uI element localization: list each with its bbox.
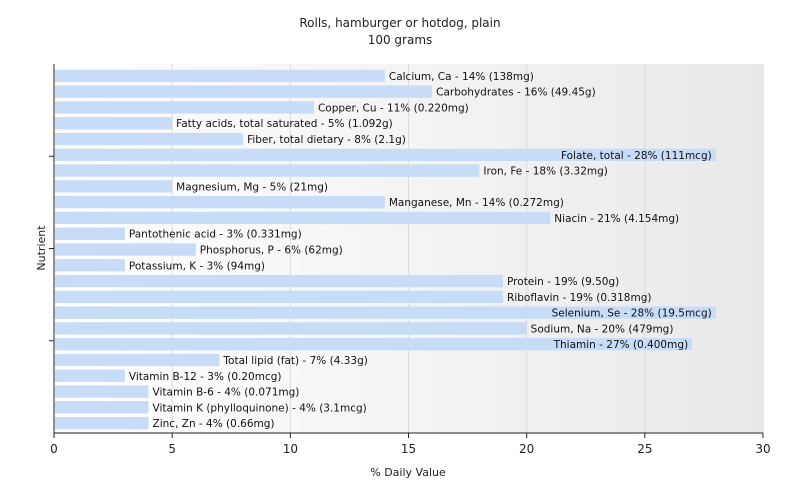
chart-subtitle: 100 grams: [368, 33, 433, 47]
bar-label: Vitamin B-6 - 4% (0.071mg): [153, 387, 300, 399]
bar-label: Vitamin B-12 - 3% (0.20mcg): [129, 371, 282, 383]
bar: [55, 369, 125, 382]
bar-label: Riboflavin - 19% (0.318mg): [507, 292, 651, 304]
bar-labels: Calcium, Ca - 14% (138mg) Carbohydrates -…: [129, 71, 712, 430]
bar-label: Sodium, Na - 20% (479mg): [531, 323, 674, 335]
bar-label: Niacin - 21% (4.154mg): [554, 213, 679, 225]
x-tick-label: 25: [637, 442, 652, 456]
x-tick-label: 5: [168, 442, 176, 456]
bar: [55, 322, 527, 335]
bar: [55, 385, 149, 398]
bar-label: Selenium, Se - 28% (19.5mcg): [552, 308, 712, 320]
bar: [55, 290, 504, 304]
chart-title: Rolls, hamburger or hotdog, plain: [299, 16, 500, 30]
bar-label: Vitamin K (phylloquinone) - 4% (3.1mcg): [153, 402, 367, 414]
bar: [55, 259, 125, 272]
bar-label: Protein - 19% (9.50g): [507, 276, 619, 288]
bar: [55, 353, 220, 367]
bar: [55, 211, 551, 225]
y-axis-title: Nutrient: [35, 225, 48, 271]
bar-label: Magnesium, Mg - 5% (21mg): [176, 181, 328, 193]
bar-label: Iron, Fe - 18% (3.32mg): [483, 166, 607, 178]
bar-label: Folate, total - 28% (111mcg): [561, 150, 712, 162]
bar-label: Zinc, Zn - 4% (0.66mg): [153, 418, 275, 430]
bar-label: Carbohydrates - 16% (49.45g): [436, 87, 596, 99]
bar-label: Potassium, K - 3% (94mg): [129, 260, 265, 272]
bar: [55, 243, 196, 256]
bar: [55, 164, 480, 177]
bar: [55, 274, 504, 288]
bar-label: Total lipid (fat) - 7% (4.33g): [222, 355, 367, 367]
bar: [55, 401, 149, 414]
bar: [55, 101, 314, 114]
x-tick-label: 15: [401, 442, 416, 456]
bar: [55, 132, 244, 146]
x-tick-label: 20: [519, 442, 534, 456]
x-axis-title: % Daily Value: [370, 466, 446, 479]
bar-label: Manganese, Mn - 14% (0.272mg): [389, 197, 564, 209]
bar: [55, 117, 173, 130]
bar-label: Calcium, Ca - 14% (138mg): [389, 71, 534, 83]
gridlines: [171, 64, 764, 433]
bar-label: Thiamin - 27% (0.400mg): [553, 339, 689, 351]
bar: [55, 306, 716, 319]
bar: [55, 195, 385, 209]
bar-label: Fiber, total dietary - 8% (2.1g): [247, 134, 406, 146]
bar: [55, 338, 693, 351]
bar-label: Phosphorus, P - 6% (62mg): [200, 245, 343, 257]
bar-label: Fatty acids, total saturated - 5% (1.092…: [176, 118, 393, 130]
bar: [55, 85, 433, 98]
bar: [55, 69, 385, 83]
x-tick-label: 30: [755, 442, 770, 456]
axes: 0 5 10 15 20 25 30: [49, 64, 771, 456]
x-tick-label: 0: [50, 442, 58, 456]
bars: [55, 69, 716, 430]
bar-label: Copper, Cu - 11% (0.220mg): [318, 102, 469, 114]
bar: [55, 180, 173, 193]
bar: [55, 148, 716, 161]
x-tick-label: 10: [283, 442, 298, 456]
bar: [55, 416, 149, 430]
bar: [55, 227, 125, 240]
bar-label: Pantothenic acid - 3% (0.331mg): [129, 229, 302, 241]
